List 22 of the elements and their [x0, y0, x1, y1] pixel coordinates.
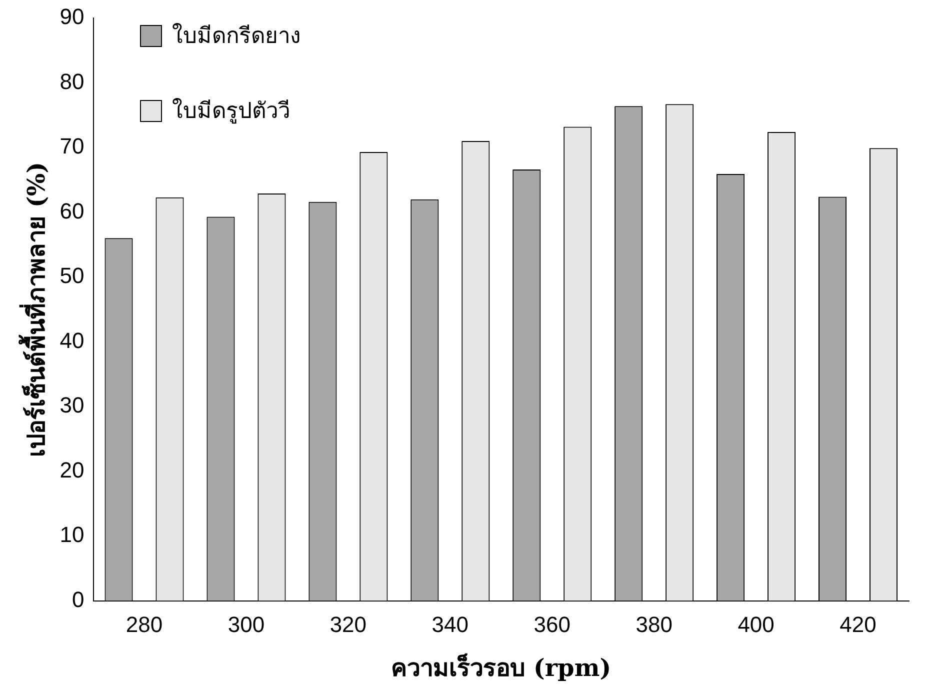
y-axis-title: เปอร์เซ็นต์พื้นที่ภาพลาย (%): [18, 162, 51, 457]
x-tick-label: 380: [636, 612, 672, 638]
y-tick-label: 0: [72, 586, 84, 612]
legend-label: ใบมีดกรีดยาง: [172, 22, 301, 51]
x-tick-label: 280: [126, 612, 163, 638]
y-tick-label: 90: [60, 4, 84, 30]
y-tick-label: 10: [60, 522, 84, 548]
y-tick-label: 80: [60, 68, 84, 94]
x-tick-label: 420: [840, 612, 876, 638]
x-axis-title: ความเร็วรอบ (rpm): [391, 652, 612, 682]
y-tick-label: 60: [60, 198, 84, 224]
y-tick-label: 20: [60, 457, 84, 482]
y-tick-label: 50: [60, 263, 84, 288]
x-tick-label: 340: [432, 612, 469, 638]
legend-label: ใบมีดรูปตัววี: [172, 97, 290, 126]
x-tick-label: 360: [534, 612, 570, 638]
x-tick-label: 300: [228, 612, 265, 638]
x-tick-label: 320: [330, 612, 367, 638]
x-tick-label: 400: [738, 612, 774, 638]
y-tick-label: 40: [60, 328, 84, 353]
y-tick-label: 70: [60, 134, 84, 159]
y-tick-label: 30: [60, 392, 84, 418]
